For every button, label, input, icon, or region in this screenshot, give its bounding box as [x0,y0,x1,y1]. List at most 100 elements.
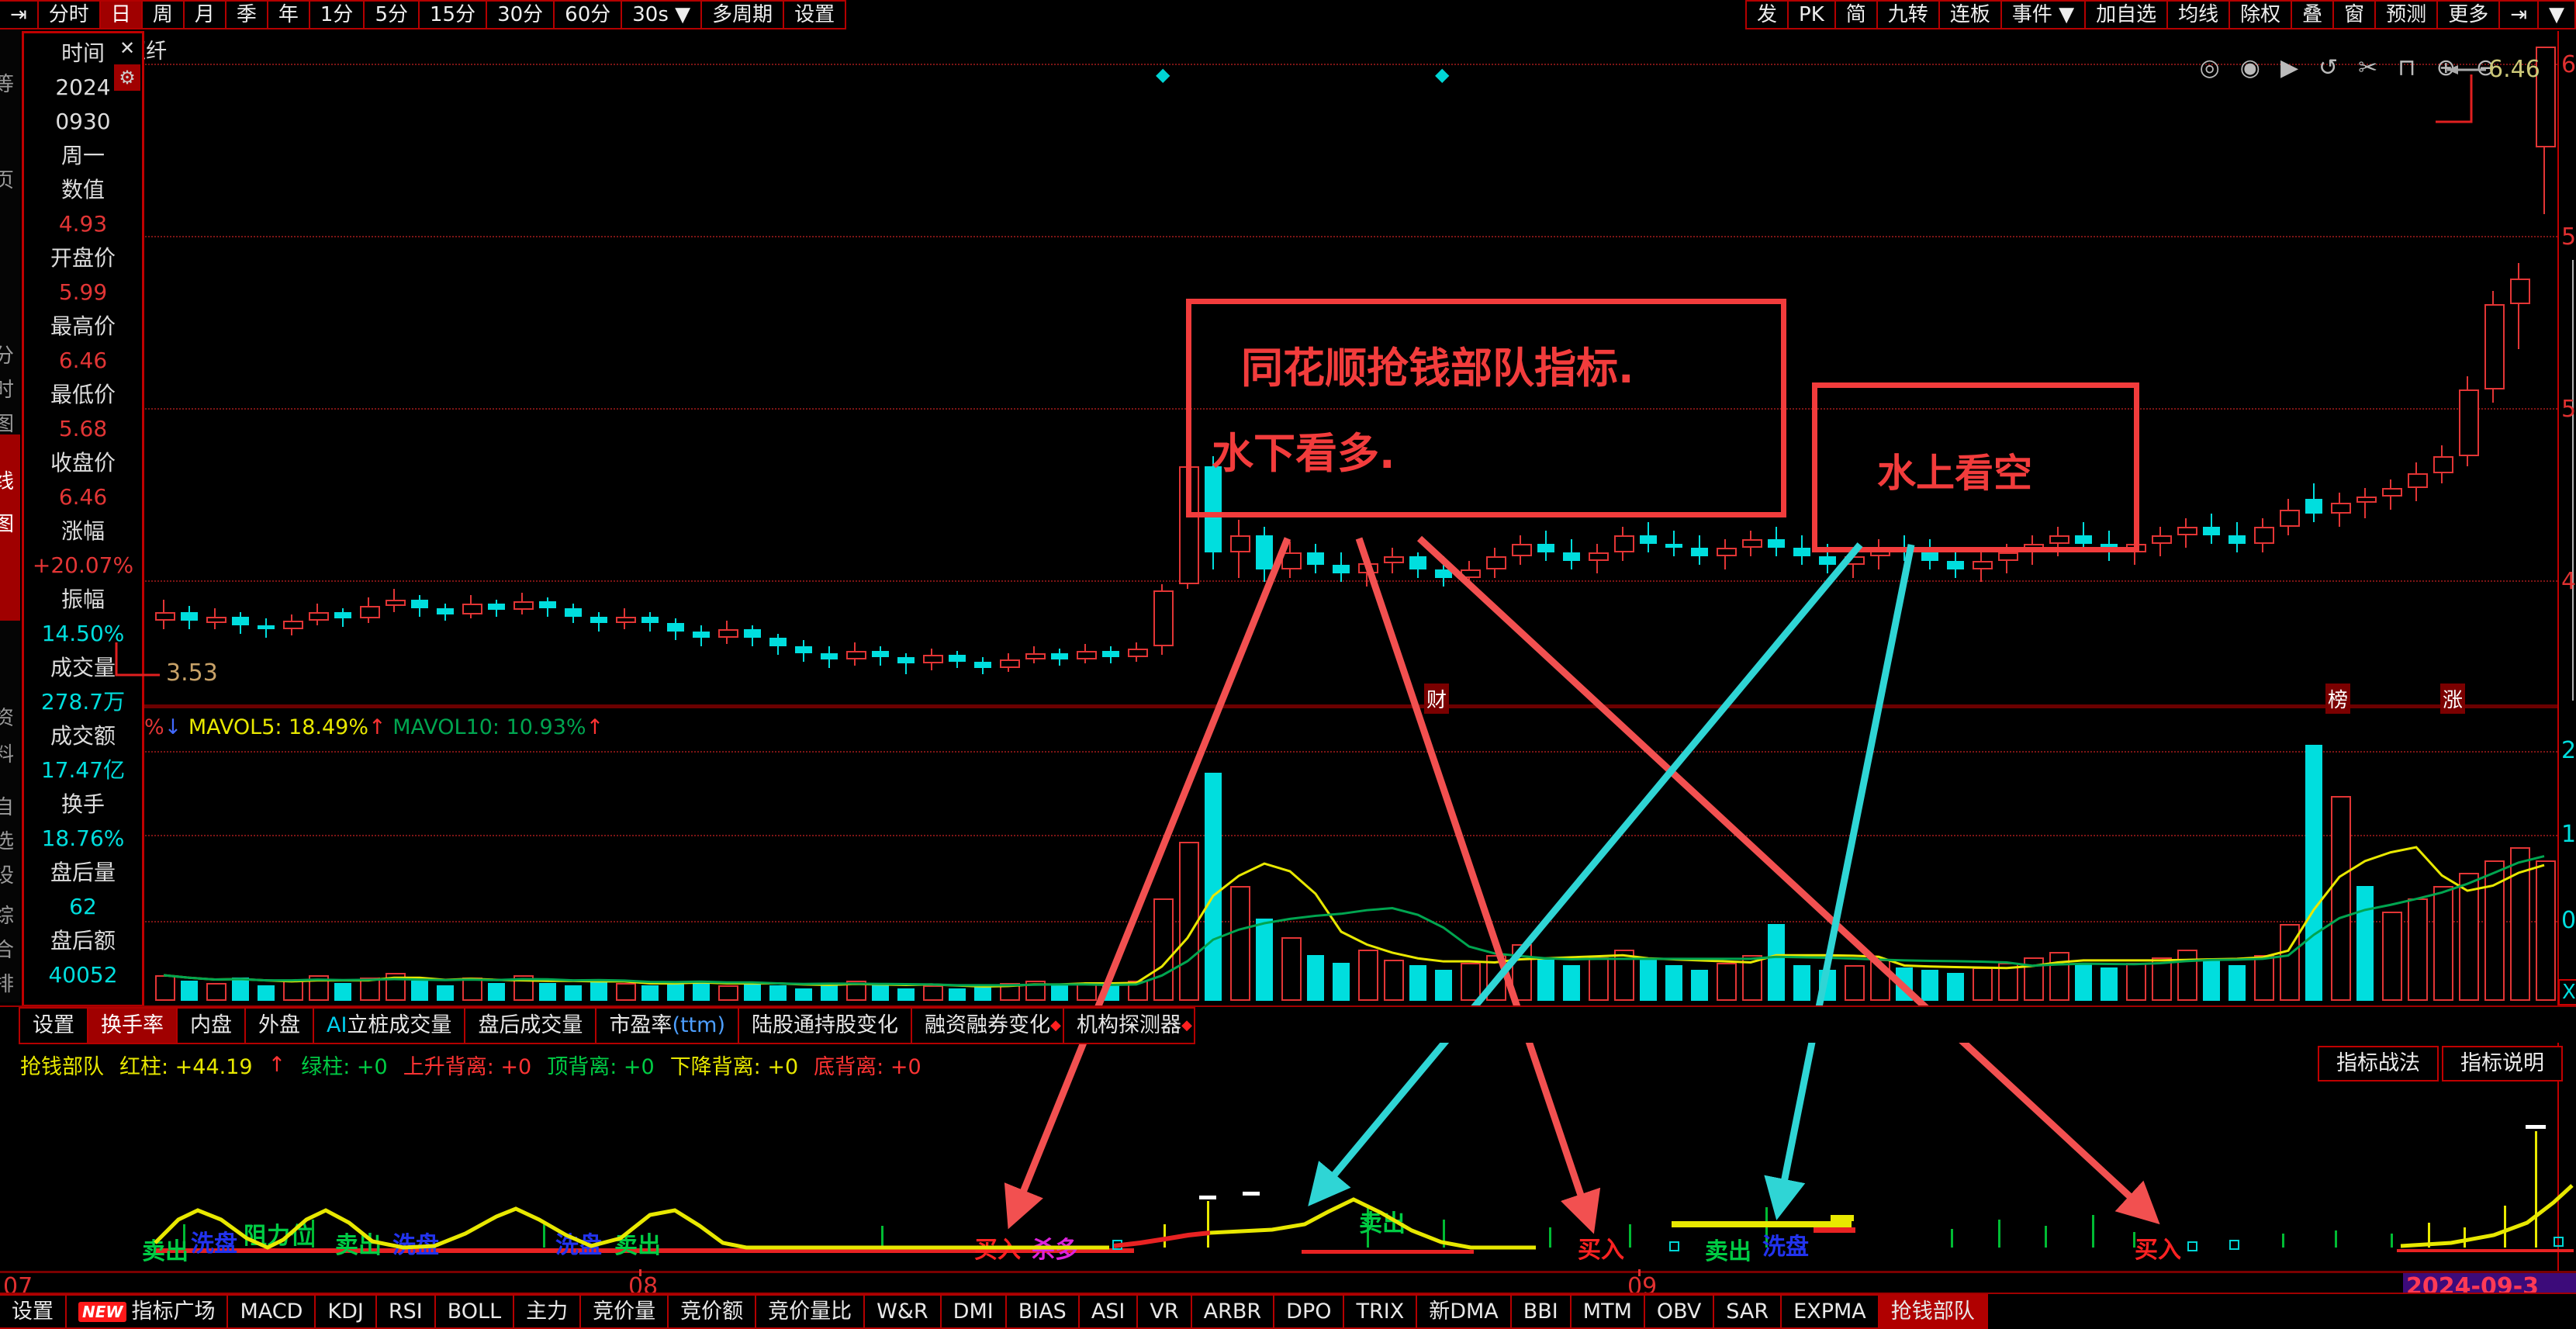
indicator-tab-W&R[interactable]: W&R [863,1294,942,1329]
tool-tab-事件 ▼[interactable]: 事件 ▼ [2000,0,2087,29]
indicator-tab-VR[interactable]: VR [1136,1294,1192,1329]
pane2-tab-设置[interactable]: 设置 [19,1007,88,1044]
target-icon[interactable]: ◎ [2199,54,2220,81]
period-tab-多周期[interactable]: 多周期 [700,0,785,29]
cut-icon[interactable]: ✂ [2358,54,2378,81]
rail-tab-fragment[interactable]: 自 [0,796,15,819]
indicator-tab-主力[interactable]: 主力 [513,1294,582,1329]
pane2-tab-融资融券变化[interactable]: 融资融券变化 ◆ [910,1007,1064,1044]
gear-icon[interactable]: ⚙ [114,64,140,91]
indicator-tab-SAR[interactable]: SAR [1713,1294,1782,1329]
undo-icon[interactable]: ↺ [2318,54,2339,81]
indicator-tab-竞价量[interactable]: 竞价量 [579,1294,669,1329]
tool-tab-九转[interactable]: 九转 [1876,0,1940,29]
indicator-tab-BIAS[interactable]: BIAS [1004,1294,1080,1329]
tool-tab-PK[interactable]: PK [1787,0,1836,29]
period-tab-30分[interactable]: 30分 [486,0,555,29]
tool-tab-简[interactable]: 简 [1834,0,1878,29]
pane2-tab-换手率[interactable]: 换手率 [87,1007,178,1044]
tool-tab-均线[interactable]: 均线 [2166,0,2231,29]
indicator-tab-OBV[interactable]: OBV [1643,1294,1715,1329]
rail-tab-fragment[interactable]: 分 [0,344,15,368]
period-tab-15分[interactable]: 15分 [417,0,488,29]
period-tab-60分[interactable]: 60分 [553,0,623,29]
rail-tab-fragment[interactable]: 选 [0,830,15,853]
period-tab-日[interactable]: 日 [99,0,143,29]
period-tab-年[interactable]: 年 [266,0,310,29]
rail-tab-fragment[interactable]: 料 [0,743,15,767]
close-icon[interactable]: ✕ [119,37,136,59]
period-tab-周[interactable]: 周 [140,0,185,29]
indicator-line-3 [2400,1184,2574,1248]
indicator-tab-抢钱部队[interactable]: 抢钱部队 [1877,1294,1988,1329]
pane2-tab-盘后成交量[interactable]: 盘后成交量 [464,1007,597,1044]
event-marker-榜[interactable]: 榜 [2325,684,2351,714]
indicator-tab-竞价量比[interactable]: 竞价量比 [755,1294,866,1329]
pane2-tab-外盘[interactable]: 外盘 [244,1007,314,1044]
lock-icon[interactable]: ⊓ [2398,54,2416,81]
tool-tab-加自选[interactable]: 加自选 [2084,0,2169,29]
indicator-tab-KDJ[interactable]: KDJ [314,1294,377,1329]
period-tab-5分[interactable]: 5分 [363,0,420,29]
period-tab-季[interactable]: 季 [224,0,268,29]
period-tab-设置[interactable]: 设置 [783,0,847,29]
zoom-out-icon[interactable]: ⊖ [2475,54,2495,81]
pane2-tab-AI[interactable]: AI立桩成交量 [313,1007,466,1044]
indicator-tab-TRIX[interactable]: TRIX [1343,1294,1418,1329]
event-marker-涨[interactable]: 涨 [2440,684,2466,714]
period-tab-月[interactable]: 月 [182,0,226,29]
tool-tab-▼[interactable]: ▼ [2537,0,2576,29]
indicator-tab-ARBR[interactable]: ARBR [1190,1294,1275,1329]
indicator-stat: ↑ [268,1052,286,1077]
indicator-tab-BOLL[interactable]: BOLL [434,1294,515,1329]
event-marker-财[interactable]: 财 [1424,684,1450,714]
indicator-tab-BBI[interactable]: BBI [1509,1294,1572,1329]
tool-tab-连板[interactable]: 连板 [1938,0,2002,29]
indicator-tick [1998,1220,2000,1248]
rail-tab-fragment[interactable]: 页 [0,169,15,192]
indicator-tab-新DMA[interactable]: 新DMA [1416,1294,1512,1329]
rail-tab-fragment[interactable]: 资 [0,707,15,730]
indicator-strategy-button[interactable]: 指标战法 [2318,1046,2439,1082]
pane2-tab-内盘[interactable]: 内盘 [176,1007,246,1044]
indicator-tab-设置[interactable]: 设置 [0,1294,67,1329]
indicator-tab-竞价额[interactable]: 竞价额 [667,1294,757,1329]
rail-tab-fragment[interactable]: 排 [0,973,15,996]
collapse-panel-button[interactable]: ⇥ [0,0,39,29]
indicator-tab-DPO[interactable]: DPO [1273,1294,1345,1329]
rail-tab-fragment[interactable]: 图 [0,513,15,536]
indicator-tab-MTM[interactable]: MTM [1569,1294,1645,1329]
period-tab-分时[interactable]: 分时 [36,0,101,29]
tool-tab-⇥[interactable]: ⇥ [2498,0,2539,29]
rail-tab-fragment[interactable]: 设 [0,864,15,888]
indicator-tab-指标广场[interactable]: NEW 指标广场 [65,1294,229,1329]
indicator-help-button[interactable]: 指标说明 [2442,1046,2563,1082]
zoom-in-icon[interactable]: ⊕ [2436,54,2456,81]
rail-tab-fragment[interactable]: 综 [0,905,15,928]
rail-tab-fragment[interactable]: 时 [0,379,15,402]
indicator-tab-RSI[interactable]: RSI [375,1294,436,1329]
volume-bar [2510,847,2530,1001]
tool-tab-发[interactable]: 发 [1745,0,1789,29]
tool-tab-预测[interactable]: 预测 [2374,0,2439,29]
tool-tab-更多[interactable]: 更多 [2436,0,2501,29]
period-tab-30s ▼[interactable]: 30s ▼ [621,0,703,29]
pane2-tab-机构探测器[interactable]: 机构探测器 ◆ [1062,1007,1195,1044]
left-rail[interactable]: 等页分时图线图资料自选设综合排 [0,29,20,1002]
period-tab-1分[interactable]: 1分 [308,0,365,29]
play-icon[interactable]: ▶ [2280,54,2299,81]
rail-tab-fragment[interactable]: 线 [0,470,15,493]
hand-drag-icon[interactable]: ◉ [2239,54,2260,81]
pane2-tab-市盈率[interactable]: 市盈率(ttm) [595,1007,739,1044]
rail-tab-fragment[interactable]: 等 [0,73,15,96]
indicator-tab-EXPMA[interactable]: EXPMA [1780,1294,1879,1329]
indicator-tab-DMI[interactable]: DMI [939,1294,1007,1329]
tool-tab-除权[interactable]: 除权 [2228,0,2293,29]
indicator-tab-MACD[interactable]: MACD [226,1294,316,1329]
tool-tab-窗[interactable]: 窗 [2332,0,2377,29]
rail-tab-fragment[interactable]: 图 [0,413,15,436]
pane2-tab-陆股通持股变化[interactable]: 陆股通持股变化 [737,1007,912,1044]
indicator-tab-ASI[interactable]: ASI [1077,1294,1139,1329]
tool-tab-叠[interactable]: 叠 [2291,0,2335,29]
rail-tab-fragment[interactable]: 合 [0,939,15,962]
